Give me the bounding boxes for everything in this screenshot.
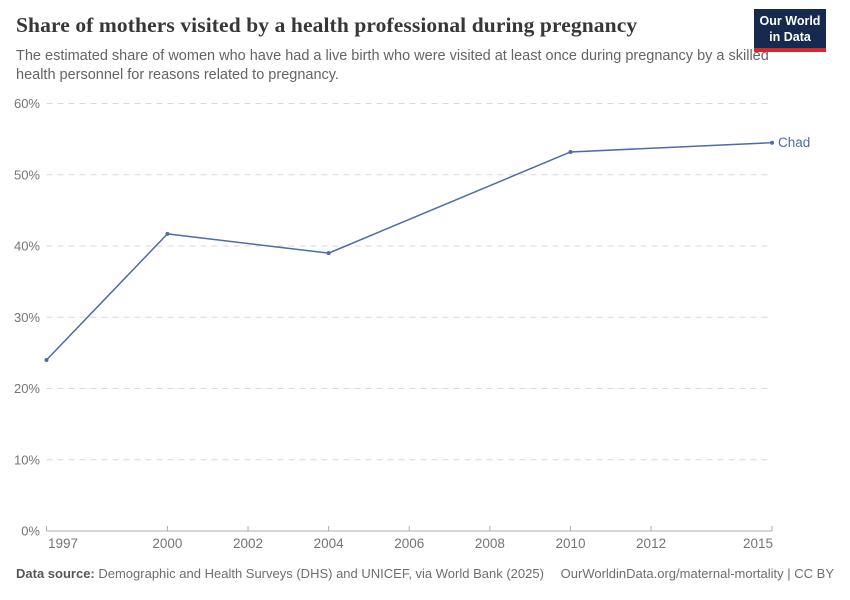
y-axis-tick-label: 30%	[14, 310, 40, 325]
x-axis-tick-label: 2008	[475, 536, 505, 551]
attribution-note: OurWorldinData.org/maternal-mortality | …	[560, 566, 834, 581]
y-axis-tick-label: 60%	[14, 96, 40, 111]
chart-header: Share of mothers visited by a health pro…	[16, 9, 834, 85]
x-axis-tick-label: 2015	[743, 536, 773, 551]
y-axis-tick-label: 10%	[14, 452, 40, 467]
x-axis-tick-label: 2000	[152, 536, 182, 551]
series-end-label: Chad	[778, 135, 810, 150]
y-axis-tick-label: 50%	[14, 167, 40, 182]
chart-area: 0% 10% 20% 30% 40% 50% 60% 1997 2000 2002 2004 2006…	[0, 95, 850, 560]
chart-title: Share of mothers visited by a health pro…	[16, 13, 638, 37]
x-axis-tick-label: 2010	[555, 536, 585, 551]
owid-logo: Our World in Data	[754, 9, 826, 52]
data-source-label: Data source:	[16, 566, 95, 581]
chart-subtitle: The estimated share of women who have ha…	[16, 48, 769, 83]
x-axis-tick-label: 2006	[394, 536, 424, 551]
data-point-marker	[165, 231, 170, 236]
y-axis-tick-label: 20%	[14, 381, 40, 396]
series-line	[45, 141, 773, 361]
data-point-marker	[568, 149, 573, 154]
owid-logo-line2: in Data	[769, 29, 811, 44]
data-point-marker	[326, 251, 331, 256]
chart-footer: Data source: Demographic and Health Surv…	[16, 566, 834, 581]
data-source-text: Demographic and Health Surveys (DHS) and…	[94, 566, 544, 581]
x-axis-tick-label: 2004	[314, 536, 345, 551]
owid-logo-line1: Our World	[759, 13, 821, 28]
data-source-note: Data source: Demographic and Health Surv…	[16, 566, 544, 581]
data-point-marker	[770, 140, 774, 145]
x-axis-tick-label: 2002	[233, 536, 263, 551]
x-axis-tick-label: 2012	[636, 536, 666, 551]
y-axis-tick-label: 0%	[21, 524, 40, 539]
x-axis-tick-label: 1997	[48, 536, 78, 551]
line-chart-canvas: 0% 10% 20% 30% 40% 50% 60% 1997 2000 2002 2004 2006…	[14, 96, 810, 551]
y-axis-tick-label: 40%	[14, 239, 40, 254]
data-point-marker	[44, 358, 49, 362]
